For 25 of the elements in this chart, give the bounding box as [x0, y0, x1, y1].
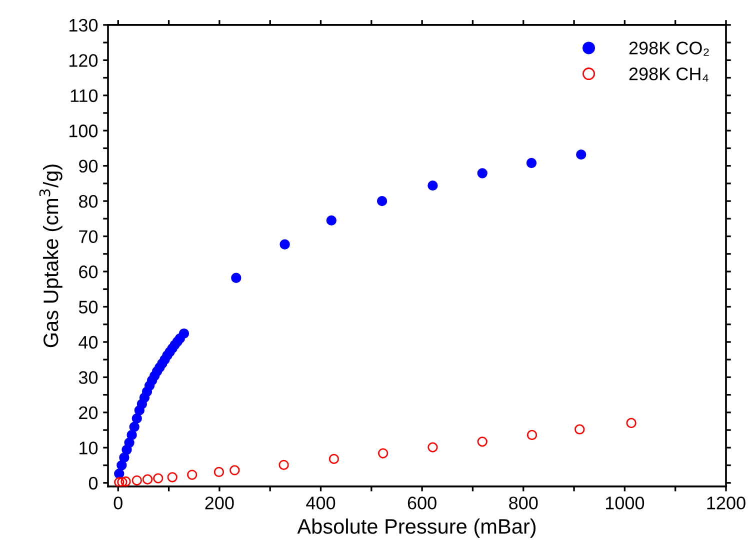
y-tick-label: 10: [80, 442, 98, 454]
x-tick-label: 800: [509, 496, 538, 510]
x-tick-label: 400: [306, 496, 336, 510]
x-tick-label: 600: [408, 496, 436, 510]
x-tick-label: 0: [114, 496, 122, 510]
y-tick-label: 100: [70, 124, 98, 138]
x-tick-label: 200: [205, 496, 234, 510]
y-tick-label: 0: [88, 476, 98, 490]
y-tick-label: 60: [79, 265, 98, 278]
y-axis-title: Gas Uptake (cm$^{3}$/g): [39, 164, 62, 348]
y-tick-label: 50: [78, 300, 98, 314]
y-tick-label: 130: [70, 18, 98, 32]
y-tick-label: 110: [70, 89, 98, 102]
y-tick-label: 30: [78, 371, 98, 384]
legend-label: 298K CO₂: [629, 42, 709, 56]
y-tick-label: 40: [78, 336, 98, 349]
x-axis-title: Absolute Pressure (mBar): [297, 518, 536, 538]
y-tick-label: 90: [79, 160, 98, 173]
x-tick-label: 1000: [606, 496, 644, 510]
y-tick-label: 70: [79, 230, 98, 244]
y-tick-label: 80: [78, 195, 98, 208]
x-tick-label: 1200: [707, 496, 746, 510]
legend-label: 298K CH₄: [629, 68, 708, 82]
y-tick-label: 20: [79, 406, 98, 420]
y-tick-label: 120: [70, 54, 98, 67]
